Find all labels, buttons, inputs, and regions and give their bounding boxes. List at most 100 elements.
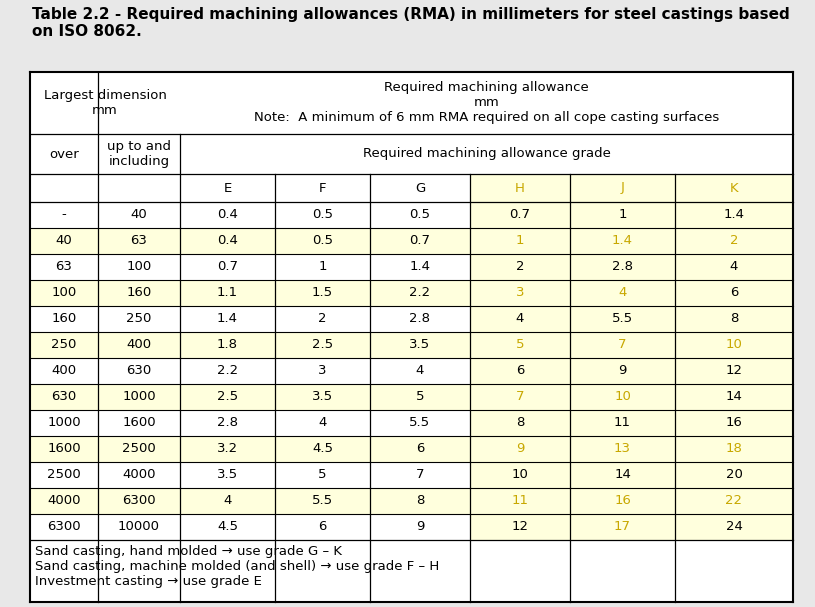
- Text: 3.5: 3.5: [409, 339, 430, 351]
- Bar: [370, 228, 470, 254]
- Text: Required machining allowance grade: Required machining allowance grade: [363, 148, 610, 160]
- Text: F: F: [319, 181, 326, 194]
- Text: 3.5: 3.5: [217, 469, 238, 481]
- Text: 6300: 6300: [47, 520, 81, 534]
- Text: 7: 7: [416, 469, 425, 481]
- Text: 3: 3: [318, 364, 327, 378]
- Text: 22: 22: [725, 495, 742, 507]
- Text: 5.5: 5.5: [312, 495, 333, 507]
- Text: 63: 63: [130, 234, 148, 248]
- Text: 4000: 4000: [122, 469, 156, 481]
- Text: 0.4: 0.4: [217, 234, 238, 248]
- Text: 1.1: 1.1: [217, 287, 238, 299]
- Text: 4: 4: [516, 313, 524, 325]
- Text: 24: 24: [725, 520, 742, 534]
- Text: 40: 40: [130, 208, 148, 222]
- Bar: [180, 384, 275, 410]
- Text: 2.5: 2.5: [217, 390, 238, 404]
- Bar: [98, 280, 180, 306]
- Text: 3.5: 3.5: [312, 390, 333, 404]
- Text: H: H: [515, 181, 525, 194]
- Bar: [275, 488, 370, 514]
- Text: 1000: 1000: [47, 416, 81, 430]
- Bar: [275, 280, 370, 306]
- Text: 4000: 4000: [47, 495, 81, 507]
- Bar: [370, 384, 470, 410]
- Text: 5.5: 5.5: [409, 416, 430, 430]
- Bar: [30, 488, 98, 514]
- Text: 10: 10: [614, 390, 631, 404]
- Text: 8: 8: [416, 495, 424, 507]
- Text: 17: 17: [614, 520, 631, 534]
- Text: 5: 5: [516, 339, 524, 351]
- Text: 1.4: 1.4: [217, 313, 238, 325]
- Bar: [30, 436, 98, 462]
- Text: J: J: [620, 181, 624, 194]
- Text: 7: 7: [619, 339, 627, 351]
- Text: 4: 4: [619, 287, 627, 299]
- Text: -: -: [62, 208, 66, 222]
- Text: 5: 5: [416, 390, 425, 404]
- Text: 0.4: 0.4: [217, 208, 238, 222]
- Text: E: E: [223, 181, 231, 194]
- Bar: [180, 436, 275, 462]
- Bar: [30, 72, 793, 602]
- Text: 2.2: 2.2: [409, 287, 430, 299]
- Text: 8: 8: [729, 313, 738, 325]
- Text: 6: 6: [729, 287, 738, 299]
- Text: Table 2.2 - Required machining allowances (RMA) in millimeters for steel casting: Table 2.2 - Required machining allowance…: [32, 7, 790, 39]
- Text: 2500: 2500: [122, 443, 156, 455]
- Text: 4.5: 4.5: [312, 443, 333, 455]
- Text: 9: 9: [416, 520, 424, 534]
- Bar: [98, 436, 180, 462]
- Text: 100: 100: [51, 287, 77, 299]
- Text: 0.7: 0.7: [409, 234, 430, 248]
- Text: 4: 4: [416, 364, 424, 378]
- Text: 0.5: 0.5: [312, 234, 333, 248]
- Text: 6: 6: [516, 364, 524, 378]
- Text: 2.8: 2.8: [409, 313, 430, 325]
- Text: 4.5: 4.5: [217, 520, 238, 534]
- Text: 12: 12: [512, 520, 528, 534]
- Bar: [30, 384, 98, 410]
- Bar: [30, 280, 98, 306]
- Text: up to and
including: up to and including: [107, 140, 171, 168]
- Bar: [275, 384, 370, 410]
- Text: 7: 7: [516, 390, 524, 404]
- Bar: [275, 228, 370, 254]
- Bar: [98, 488, 180, 514]
- Text: 250: 250: [51, 339, 77, 351]
- Text: 14: 14: [614, 469, 631, 481]
- Text: 12: 12: [725, 364, 742, 378]
- Text: 14: 14: [725, 390, 742, 404]
- Text: 9: 9: [619, 364, 627, 378]
- Text: 1: 1: [318, 260, 327, 274]
- Bar: [180, 488, 275, 514]
- Text: 18: 18: [725, 443, 742, 455]
- Text: 11: 11: [614, 416, 631, 430]
- Text: 400: 400: [51, 364, 77, 378]
- Text: 1.4: 1.4: [409, 260, 430, 274]
- Text: 3: 3: [516, 287, 524, 299]
- Text: 2: 2: [318, 313, 327, 325]
- Text: G: G: [415, 181, 425, 194]
- Text: 10: 10: [725, 339, 742, 351]
- Text: 4: 4: [319, 416, 327, 430]
- Text: 1: 1: [619, 208, 627, 222]
- Text: 250: 250: [126, 313, 152, 325]
- Text: 1600: 1600: [47, 443, 81, 455]
- Bar: [370, 332, 470, 358]
- Text: 0.7: 0.7: [509, 208, 531, 222]
- Text: 6: 6: [319, 520, 327, 534]
- Bar: [180, 280, 275, 306]
- Bar: [180, 332, 275, 358]
- Text: 2.5: 2.5: [312, 339, 333, 351]
- Text: 4: 4: [223, 495, 231, 507]
- Text: Sand casting, hand molded → use grade G – K
Sand casting, machine molded (and sh: Sand casting, hand molded → use grade G …: [35, 545, 439, 588]
- Text: 8: 8: [516, 416, 524, 430]
- Text: 2500: 2500: [47, 469, 81, 481]
- Text: 10: 10: [512, 469, 528, 481]
- Text: 1.4: 1.4: [724, 208, 744, 222]
- Text: 0.5: 0.5: [312, 208, 333, 222]
- Bar: [275, 436, 370, 462]
